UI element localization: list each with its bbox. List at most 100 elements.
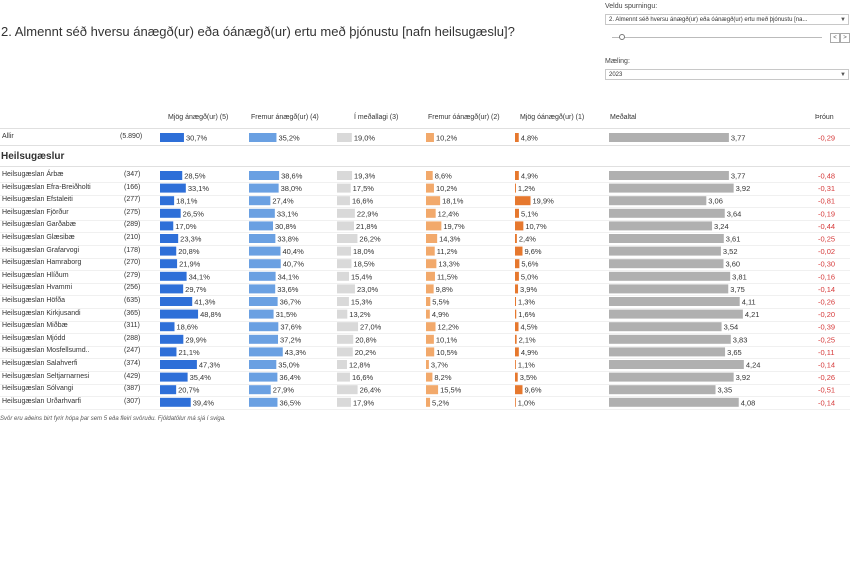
row-2-trend: -0,81 xyxy=(818,197,835,206)
row-14-bar-fairly-dissatisfied xyxy=(426,347,435,357)
row-12-label-very-dissatisfied: 4,5% xyxy=(521,323,538,332)
row-13-bar-fairly-dissatisfied xyxy=(426,334,434,344)
row-3-bar-fairly-dissatisfied xyxy=(426,208,436,218)
row-16-trend: -0,26 xyxy=(818,373,835,382)
row-0-bar-very-satisfied xyxy=(160,171,183,180)
row-9-label-neutral: 23,0% xyxy=(357,285,379,294)
row-10-bar-fairly-dissatisfied xyxy=(426,297,431,306)
question-slider-track[interactable] xyxy=(612,37,822,38)
measurement-select[interactable]: 2023 ▼ xyxy=(605,69,849,80)
row-12-bar-very-satisfied xyxy=(160,322,175,332)
row-15-trend: -0,14 xyxy=(818,361,835,370)
total-row-mean-bar xyxy=(609,133,729,142)
row-17-mean-bar xyxy=(609,385,716,395)
row-9-label-very-dissatisfied: 3,9% xyxy=(520,285,537,294)
row-8-label-fairly-dissatisfied: 11,5% xyxy=(437,272,458,281)
row-5-mean-bar xyxy=(609,234,724,243)
row-1-bar-fairly-satisfied xyxy=(249,183,279,193)
row-11-bar-very-satisfied xyxy=(160,309,199,319)
row-13-bar-fairly-satisfied xyxy=(249,334,279,344)
row-1-trend: -0,31 xyxy=(818,184,835,193)
row-15-mean-label: 4,24 xyxy=(746,361,761,370)
row-7-bar-fairly-dissatisfied xyxy=(426,259,437,269)
row-divider xyxy=(0,345,850,347)
row-10-bar-neutral xyxy=(337,297,349,306)
row-1-bar-neutral xyxy=(337,183,351,193)
row-7-bar-very-dissatisfied xyxy=(515,259,520,269)
row-1-label-neutral: 17,5% xyxy=(353,184,375,193)
row-name: Heilsugæslan Salahverfi xyxy=(2,360,78,367)
row-divider xyxy=(0,182,850,183)
row-count: (270) xyxy=(124,259,141,267)
row-name: Heilsugæslan Árbæ xyxy=(2,171,64,178)
row-13-label-very-satisfied: 29,9% xyxy=(185,335,207,344)
total-row-label: Allir xyxy=(2,133,14,140)
question-slider-handle[interactable] xyxy=(619,34,625,40)
row-count: (307) xyxy=(124,397,141,405)
row-13-bar-very-dissatisfied xyxy=(515,334,517,344)
row-7-label-fairly-dissatisfied: 13,3% xyxy=(438,260,460,269)
row-8-mean-bar xyxy=(609,271,731,281)
row-7-bar-fairly-satisfied xyxy=(249,259,281,269)
row-name: Heilsugæslan Fjörður xyxy=(2,208,69,216)
row-15-bar-neutral xyxy=(337,360,347,369)
row-divider xyxy=(0,358,850,360)
section-title: Heilsugæslur xyxy=(1,151,65,162)
row-18-label-neutral: 17,9% xyxy=(353,398,375,407)
row-15-bar-very-dissatisfied xyxy=(515,360,516,369)
row-16-label-fairly-dissatisfied: 8,2% xyxy=(434,373,451,382)
total-row-bar-neutral xyxy=(337,133,352,142)
row-5-bar-very-satisfied xyxy=(160,234,179,243)
row-0-label-neutral: 19,3% xyxy=(354,172,376,181)
row-14-bar-very-satisfied xyxy=(160,347,177,357)
row-4-bar-fairly-satisfied xyxy=(249,221,274,231)
row-15-label-very-satisfied: 47,3% xyxy=(199,361,221,370)
row-13-label-fairly-satisfied: 37,2% xyxy=(280,335,302,344)
row-18-bar-very-dissatisfied xyxy=(515,397,516,407)
row-18-mean-bar xyxy=(609,397,739,407)
row-12-bar-fairly-satisfied xyxy=(249,322,279,332)
row-13-label-neutral: 20,8% xyxy=(355,335,377,344)
row-1-label-very-satisfied: 33,1% xyxy=(188,184,210,193)
total-row-divider xyxy=(0,145,850,146)
row-name: Heilsugæslan Höfða xyxy=(2,297,66,304)
row-4-label-very-dissatisfied: 10,7% xyxy=(525,222,547,231)
row-10-label-very-satisfied: 41,3% xyxy=(194,298,216,307)
row-14-label-neutral: 20,2% xyxy=(355,348,377,357)
question-select[interactable]: 2. Almennt séð hversu ánægð(ur) eða óánæ… xyxy=(605,14,849,25)
row-1-bar-very-satisfied xyxy=(160,183,186,193)
row-4-bar-neutral xyxy=(337,221,355,231)
row-6-bar-very-satisfied xyxy=(160,246,177,256)
row-15-mean-bar xyxy=(609,360,744,369)
total-row-label-very-satisfied: 30,7% xyxy=(186,134,208,143)
previous-question-button[interactable]: < xyxy=(830,33,840,43)
row-5-label-very-dissatisfied: 2,4% xyxy=(519,235,536,244)
row-4-bar-very-dissatisfied xyxy=(515,221,524,231)
row-15-label-very-dissatisfied: 1,1% xyxy=(518,361,535,370)
row-divider xyxy=(0,257,850,259)
row-15-bar-fairly-dissatisfied xyxy=(426,360,429,369)
row-name: Heilsugæslan Mjódd xyxy=(2,334,66,342)
row-14-bar-neutral xyxy=(337,347,353,357)
total-row-bar-fairly-dissatisfied xyxy=(426,133,434,142)
row-13-label-fairly-dissatisfied: 10,1% xyxy=(436,335,458,344)
row-count: (166) xyxy=(124,183,141,191)
row-name: Heilsugæslan Sólvangi xyxy=(2,385,74,393)
row-6-trend: -0,02 xyxy=(818,247,835,256)
row-6-label-very-dissatisfied: 9,6% xyxy=(524,247,541,256)
row-8-bar-neutral xyxy=(337,271,350,281)
row-7-label-very-satisfied: 21,9% xyxy=(179,260,201,269)
row-14-mean-bar xyxy=(609,347,726,357)
row-name: Heilsugæslan Hvammi xyxy=(2,284,73,292)
row-count: (289) xyxy=(124,221,141,229)
row-14-label-very-dissatisfied: 4,9% xyxy=(521,348,538,357)
row-name: Heilsugæslan Efstaleiti xyxy=(2,196,73,204)
header-very-satisfied: Mjög ánægð(ur) (5) xyxy=(168,114,229,121)
row-7-bar-very-satisfied xyxy=(160,259,178,269)
question-label: Veldu spurningu: xyxy=(605,3,658,10)
row-8-bar-very-dissatisfied xyxy=(515,271,519,281)
row-name: Heilsugæslan Grafarvogi xyxy=(2,246,80,254)
row-9-label-very-satisfied: 29,7% xyxy=(185,285,207,294)
row-7-mean-label: 3,60 xyxy=(725,260,740,269)
row-5-bar-fairly-satisfied xyxy=(249,234,276,243)
